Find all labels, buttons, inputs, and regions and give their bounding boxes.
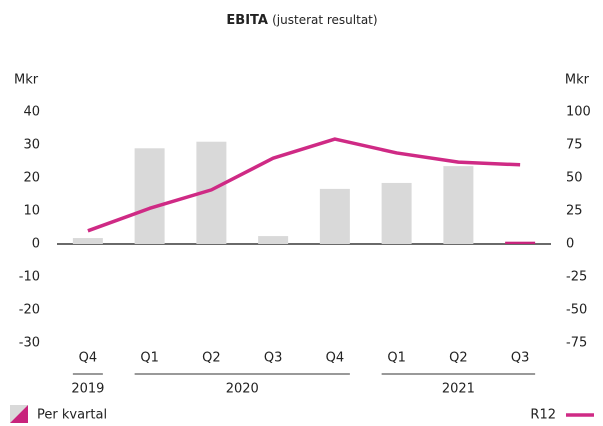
group-label: 2019 — [71, 382, 104, 397]
bar — [134, 148, 165, 244]
y-axis-label: Mkr — [14, 73, 39, 88]
chart-subtitle: (justerat resultat) — [272, 13, 377, 27]
x-tick-label: Q3 — [511, 351, 530, 366]
group-label: 2020 — [226, 382, 259, 397]
y2-tick-label: 75 — [566, 138, 583, 153]
bar — [72, 238, 103, 244]
y-tick-label: 10 — [23, 204, 40, 219]
x-tick-label: Q1 — [140, 351, 159, 366]
legend-label: Per kvartal — [37, 408, 107, 423]
x-tick-label: Q2 — [202, 351, 221, 366]
y-tick-label: 0 — [32, 237, 40, 252]
bar — [319, 188, 350, 244]
y2-tick-label: 0 — [566, 237, 574, 252]
y2-tick-label: 25 — [566, 204, 583, 219]
x-tick-label: Q4 — [326, 351, 345, 366]
x-tick-label: Q2 — [449, 351, 468, 366]
y2-tick-label: 50 — [566, 171, 583, 186]
x-tick-label: Q3 — [264, 351, 283, 366]
legend-swatch — [10, 405, 28, 423]
line — [87, 137, 521, 233]
y-tick-label: -20 — [19, 303, 40, 318]
group-label: 2021 — [442, 382, 475, 397]
chart-title: EBITA — [226, 13, 268, 28]
chart-heading: EBITA (justerat resultat) — [226, 13, 377, 28]
y-tick-label: -30 — [19, 336, 40, 351]
y2-tick-label: 100 — [566, 105, 591, 120]
bar — [381, 182, 412, 244]
y2-tick-label: -50 — [566, 303, 587, 318]
y2-axis-label: Mkr — [565, 73, 590, 88]
bar — [258, 236, 289, 244]
y2-tick-label: -25 — [566, 270, 587, 285]
x-tick-label: Q4 — [79, 351, 98, 366]
bar — [443, 166, 474, 244]
y-tick-label: -10 — [19, 270, 40, 285]
x-tick-label: Q1 — [387, 351, 406, 366]
y-tick-label: 20 — [23, 171, 40, 186]
legend-label: R12 — [530, 408, 556, 423]
y2-tick-label: -75 — [566, 336, 587, 351]
bar — [505, 241, 536, 244]
y-tick-label: 40 — [23, 105, 40, 120]
y-tick-label: 30 — [23, 138, 40, 153]
